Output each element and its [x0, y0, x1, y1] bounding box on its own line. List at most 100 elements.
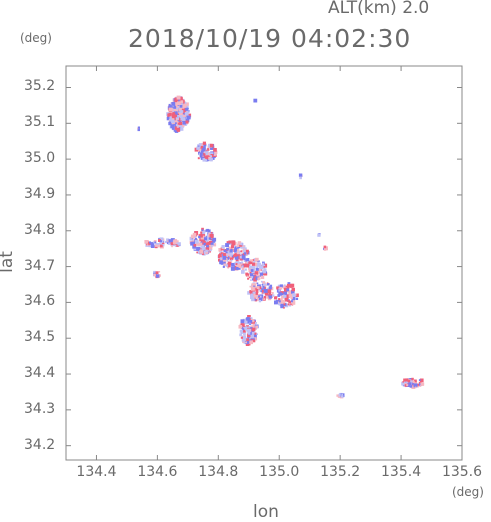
data-point: [149, 242, 151, 245]
data-point: [413, 383, 418, 388]
x-tick-label: 134.4: [76, 464, 117, 480]
data-point: [238, 246, 241, 249]
data-point: [245, 272, 249, 276]
data-point: [231, 245, 234, 249]
data-point: [202, 158, 206, 162]
data-point: [202, 141, 206, 145]
data-point: [278, 298, 281, 301]
data-point: [250, 279, 252, 281]
data-point: [178, 124, 182, 127]
data-point: [263, 270, 266, 274]
data-points: [137, 95, 425, 399]
data-point: [201, 147, 206, 152]
data-point: [173, 111, 178, 116]
data-point: [166, 116, 171, 121]
data-point: [234, 248, 237, 252]
data-point: [177, 99, 180, 103]
data-point: [210, 145, 214, 150]
data-point: [181, 117, 186, 121]
data-point: [226, 259, 229, 262]
data-point: [174, 98, 179, 103]
data-point: [173, 106, 177, 109]
data-point: [259, 265, 263, 270]
data-point: [256, 333, 258, 335]
data-point: [204, 239, 208, 244]
data-point: [192, 240, 195, 243]
data-point: [206, 155, 211, 160]
data-point: [159, 237, 164, 242]
data-point: [212, 243, 217, 247]
data-point: [241, 330, 245, 334]
data-point: [160, 240, 162, 243]
data-point: [228, 246, 232, 250]
data-point: [251, 262, 256, 266]
data-point: [182, 125, 185, 128]
data-point: [225, 243, 229, 247]
data-point: [246, 342, 248, 344]
data-point: [419, 378, 424, 383]
data-point: [223, 261, 226, 265]
data-point: [284, 292, 287, 295]
data-point: [173, 123, 177, 127]
data-point: [281, 299, 286, 304]
data-point: [225, 251, 228, 254]
data-point: [185, 120, 189, 124]
data-point: [167, 113, 171, 117]
data-point: [253, 293, 258, 298]
data-point: [199, 237, 203, 242]
data-point: [244, 268, 247, 271]
data-point: [211, 156, 215, 160]
data-point: [228, 254, 230, 256]
data-point: [137, 128, 140, 132]
data-point: [192, 232, 197, 237]
data-point: [412, 380, 415, 384]
data-point: [210, 231, 213, 234]
data-point: [175, 122, 177, 124]
data-point: [408, 382, 412, 385]
data-point: [237, 243, 241, 247]
data-point: [263, 268, 267, 272]
data-point: [210, 249, 212, 252]
y-tick-label: 34.5: [24, 329, 56, 346]
data-point: [255, 292, 258, 295]
data-point: [203, 153, 206, 156]
data-point: [409, 385, 413, 388]
data-point: [262, 282, 266, 287]
data-point: [411, 377, 414, 381]
data-point: [137, 126, 140, 129]
x-tick-label: 135.6: [441, 464, 483, 480]
data-point: [170, 112, 173, 115]
data-point: [257, 277, 261, 280]
data-point: [278, 289, 281, 292]
data-point: [200, 145, 204, 149]
data-point: [230, 259, 233, 262]
data-point: [274, 300, 278, 305]
data-point: [233, 253, 237, 257]
data-point: [200, 155, 203, 158]
data-point: [283, 294, 287, 298]
data-point: [242, 245, 245, 248]
data-point: [173, 109, 177, 112]
data-point: [256, 286, 260, 289]
data-point: [203, 143, 207, 147]
data-point: [251, 283, 255, 287]
data-point: [223, 253, 226, 256]
data-point: [225, 264, 229, 267]
x-unit-label: (deg): [452, 485, 484, 499]
y-tick-label: 34.8: [24, 221, 56, 238]
data-point: [281, 295, 285, 299]
data-point: [255, 325, 258, 329]
data-point: [150, 244, 155, 248]
data-point: [227, 252, 231, 256]
data-point: [253, 338, 255, 340]
data-point: [250, 334, 254, 339]
data-point: [220, 252, 223, 255]
data-point: [177, 242, 181, 246]
data-point: [213, 148, 216, 151]
y-unit-label: (deg): [20, 31, 52, 45]
data-point: [199, 148, 202, 151]
data-point: [245, 258, 249, 262]
data-point: [280, 298, 283, 301]
data-point: [250, 338, 254, 341]
data-point: [286, 288, 290, 292]
